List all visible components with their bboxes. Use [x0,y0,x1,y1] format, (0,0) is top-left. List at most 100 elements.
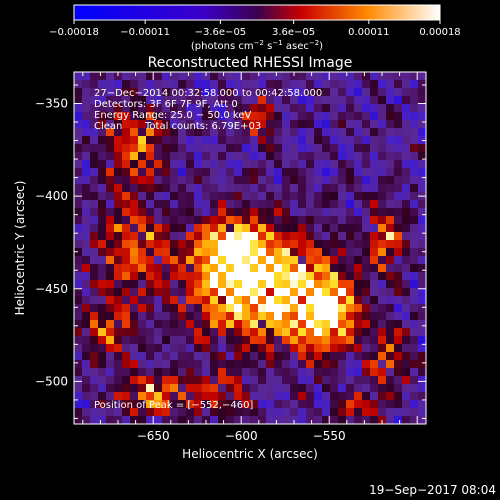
heatmap-cell [114,232,123,241]
heatmap-cell [250,144,259,153]
heatmap-cell [98,312,107,321]
heatmap-cell [170,136,179,145]
heatmap-cell [82,240,91,249]
heatmap-cell [346,136,355,145]
annotation-energy: Energy Range: 25.0 − 50.0 keV [94,110,251,121]
heatmap-cell [258,232,267,241]
heatmap-cell [354,240,363,249]
heatmap-cell [378,232,387,241]
heatmap-cell [378,360,387,369]
heatmap-cell [130,104,139,113]
heatmap-cell [354,88,363,97]
heatmap-cell [218,240,227,249]
heatmap-cell [98,264,107,273]
heatmap-cell [338,376,347,385]
heatmap-cell [322,392,331,401]
heatmap-cell [74,224,83,233]
heatmap-cell [250,216,259,225]
heatmap-cell [250,112,259,121]
heatmap-cell [194,312,203,321]
heatmap-cell [274,328,283,337]
heatmap-cell [258,168,267,177]
heatmap-cell [274,184,283,193]
y-tick-label: −450 [35,282,68,296]
heatmap-cell [402,408,411,417]
heatmap-cell [378,312,387,321]
heatmap-cell [298,264,307,273]
heatmap-cell [114,272,123,281]
heatmap-cell [402,144,411,153]
heatmap-cell [234,400,243,409]
heatmap-cell [410,168,419,177]
annotation-peak: Position of Peak = [−552,−460] [94,400,253,411]
heatmap-cell [282,328,291,337]
heatmap-cell [74,368,83,377]
heatmap-cell [386,88,395,97]
heatmap-cell [418,208,426,217]
heatmap-cell [250,96,259,105]
heatmap-cell [242,160,251,169]
heatmap-cell [298,240,307,249]
heatmap-cell [418,312,426,321]
heatmap-cell [98,288,107,297]
heatmap-cell [130,128,139,137]
heatmap-cell [290,72,299,81]
heatmap-cell [218,120,227,129]
heatmap-cell [194,96,203,105]
heatmap-cell [266,168,275,177]
heatmap-cell [306,232,315,241]
heatmap-cell [362,416,371,424]
heatmap-cell [106,152,115,161]
heatmap-cell [170,392,179,401]
heatmap-cell [114,216,123,225]
heatmap-cell [402,304,411,313]
heatmap-cell [290,104,299,113]
heatmap-cell [146,72,155,81]
heatmap-cell [250,88,259,97]
heatmap-cell [386,168,395,177]
heatmap-cell [130,264,139,273]
heatmap-cell [250,192,259,201]
heatmap-cell [378,208,387,217]
heatmap-cell [418,336,426,345]
heatmap-cell [218,72,227,81]
heatmap-cell [314,224,323,233]
heatmap-cell [242,392,251,401]
heatmap-cell [186,312,195,321]
heatmap-cell [218,344,227,353]
heatmap-cell [226,312,235,321]
heatmap-cell [306,168,315,177]
colorbar-tick-label: −3.6e−05 [195,27,247,38]
heatmap-cell [418,160,426,169]
heatmap-cell [210,408,219,417]
heatmap-cell [250,400,259,409]
heatmap-cell [210,176,219,185]
heatmap-cell [122,184,131,193]
heatmap-cell [274,72,283,81]
heatmap-cell [170,168,179,177]
heatmap-cell [266,376,275,385]
heatmap-cell [218,232,227,241]
heatmap-cell [202,96,211,105]
heatmap-cell [242,272,251,281]
heatmap-cell [234,152,243,161]
heatmap-cell [186,296,195,305]
heatmap-cell [354,368,363,377]
heatmap-cell [314,168,323,177]
heatmap-cell [418,72,426,81]
heatmap-cell [354,384,363,393]
heatmap-cell [386,336,395,345]
heatmap-cell [290,136,299,145]
heatmap-cell [130,320,139,329]
x-tick-label: −650 [137,429,170,443]
colorbar-ticks [73,20,441,24]
heatmap-cell [218,352,227,361]
heatmap-cell [122,304,131,313]
heatmap-cell [354,264,363,273]
heatmap-cell [378,328,387,337]
heatmap-cell [122,416,131,424]
heatmap-cell [98,320,107,329]
heatmap-cell [330,120,339,129]
heatmap-cell [410,416,419,424]
heatmap-cell [338,336,347,345]
